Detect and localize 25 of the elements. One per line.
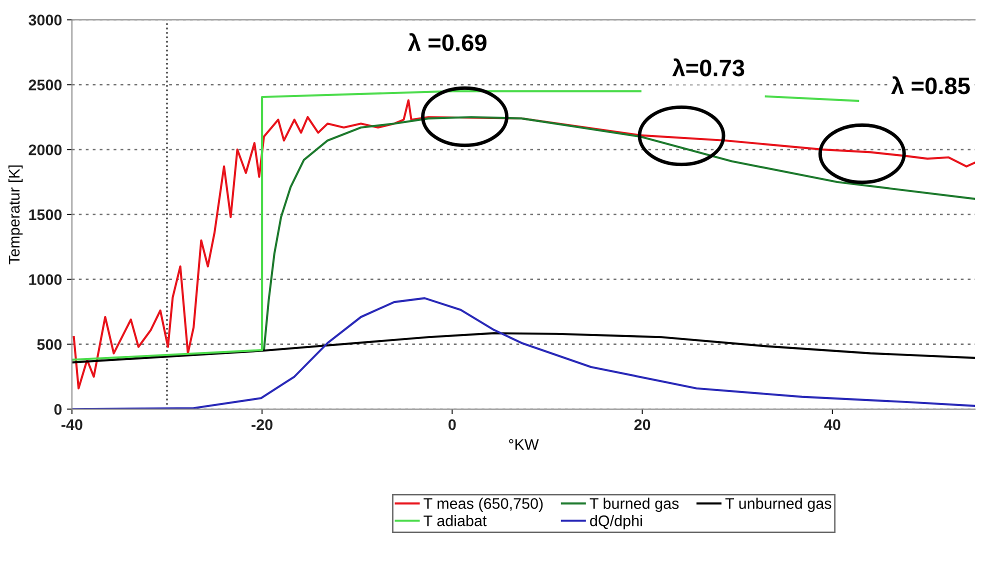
- legend-label: T unburned gas: [725, 498, 832, 512]
- line-series: [72, 99, 976, 390]
- x-tick-label: 40: [824, 419, 840, 430]
- y-tick-label: 3000: [28, 14, 62, 26]
- y-tick-label: 0: [54, 404, 62, 415]
- y-axis-title: Temperatur [K]: [8, 165, 23, 264]
- line-series: [72, 332, 976, 364]
- x-tick-label: 0: [448, 419, 456, 430]
- legend-label: T meas (650,750): [424, 498, 543, 512]
- x-tick-label: 20: [634, 419, 650, 430]
- x-tick-label: -20: [252, 419, 272, 430]
- legend-label: dQ/dphi: [590, 515, 642, 530]
- y-tick-label: 2500: [28, 80, 62, 90]
- y-tick-label: 1000: [29, 274, 62, 286]
- y-tick-label: 1500: [29, 209, 62, 220]
- y-tick-label: 2000: [28, 144, 62, 156]
- x-tick-label: -40: [61, 419, 82, 430]
- y-tick-label: 500: [37, 339, 62, 350]
- legend-label: T adiabat: [424, 515, 487, 526]
- line-series: [262, 116, 976, 352]
- annotation: λ =0.85: [891, 76, 970, 94]
- annotation: λ =0.69: [408, 33, 486, 52]
- annotation: λ=0.73: [672, 58, 744, 76]
- legend-label: T burned gas: [590, 498, 679, 512]
- x-axis-title: °KW: [509, 439, 539, 450]
